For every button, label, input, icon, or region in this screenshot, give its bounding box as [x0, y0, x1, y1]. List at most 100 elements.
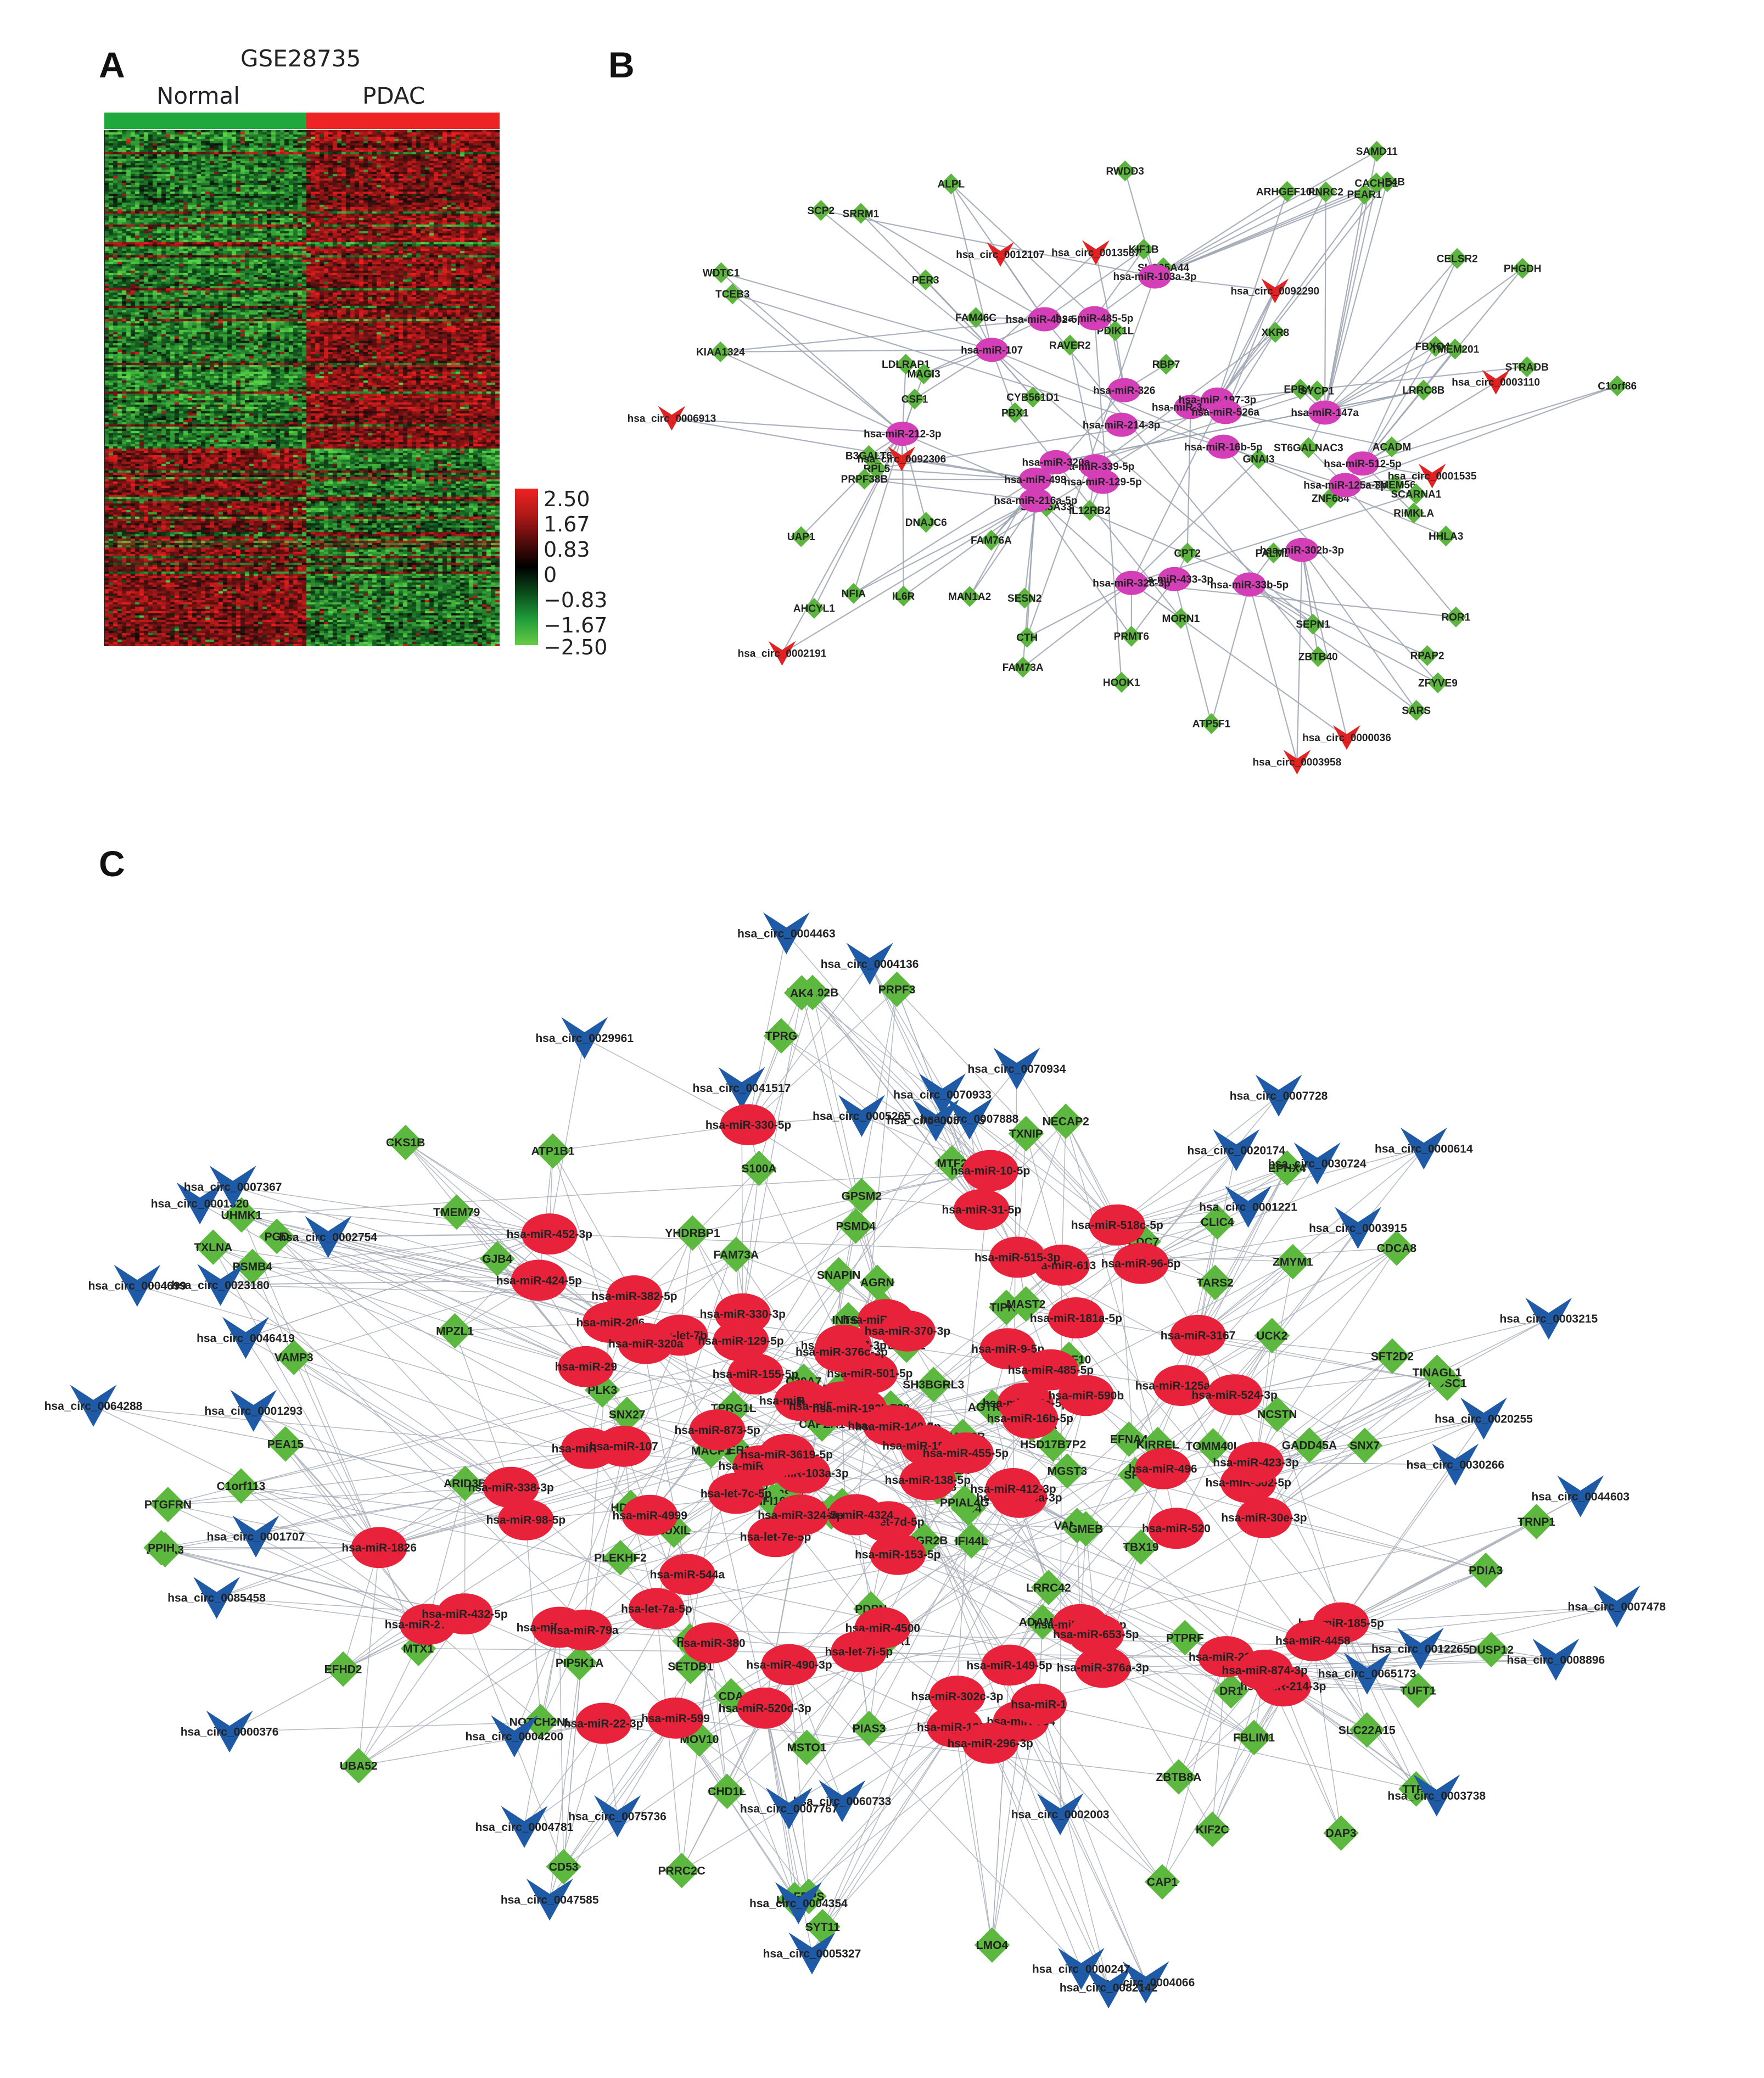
mirna-node-hsa-mir-520d-3p[interactable]: hsa-miR-520d-3p	[719, 1687, 811, 1729]
mirna-node-hsa-mir-320a[interactable]: hsa-miR-320a	[608, 1323, 684, 1364]
gene-node-tceb3[interactable]: TCEB3	[715, 283, 749, 305]
gene-node-efhd2[interactable]: EFHD2	[324, 1651, 362, 1687]
gene-node-ptgfrn[interactable]: PTGFRN	[144, 1487, 192, 1522]
gene-node-nfia[interactable]: NFIA	[842, 582, 866, 604]
mirna-node-hsa-mir-216a-5p[interactable]: hsa-miR-216a-5p	[994, 488, 1077, 513]
circ-node-hsa-circ-0001535[interactable]: hsa_circ_0001535	[1388, 463, 1477, 489]
mirna-node-hsa-mir-125a-3p[interactable]: hsa-miR-125a-3p	[1135, 1365, 1228, 1407]
gene-node-rimkla[interactable]: RIMKLA	[1393, 502, 1434, 524]
mirna-node-hsa-mir-485-5p[interactable]: hsa-miR-485-5p	[1008, 1349, 1094, 1391]
circ-node-hsa-circ-0092306[interactable]: hsa_circ_0092306	[858, 446, 947, 472]
mirna-node-hsa-mir-98-5p[interactable]: hsa-miR-98-5p	[486, 1499, 565, 1541]
gene-node-man1a2[interactable]: MAN1A2	[948, 586, 991, 607]
gene-node-atp1b1[interactable]: ATP1B1	[531, 1133, 575, 1169]
gene-node-gnai3[interactable]: GNAI3	[1243, 448, 1275, 469]
mirna-node-hsa-mir-423-3p[interactable]: hsa-miR-423-3p	[1213, 1442, 1299, 1483]
gene-node-tprg[interactable]: TPRG	[763, 1018, 799, 1054]
circ-node-hsa-circ-0007728[interactable]: hsa_circ_0007728	[1230, 1074, 1328, 1117]
circ-node-hsa-circ-0003958[interactable]: hsa_circ_0003958	[1253, 749, 1342, 775]
gene-node-il6r[interactable]: IL6R	[892, 585, 915, 607]
mirna-node-hsa-mir-512-5p[interactable]: hsa-miR-512-5p	[1324, 451, 1402, 476]
gene-node-raver2[interactable]: RAVER2	[1049, 334, 1091, 356]
mirna-node-hsa-mir-296-3p[interactable]: hsa-miR-296-3p	[947, 1722, 1033, 1764]
mirna-node-hsa-mir-613[interactable]: hsa-miR-613	[1027, 1245, 1096, 1286]
gene-node-dnajc6[interactable]: DNAJC6	[905, 512, 947, 533]
mirna-node-hsa-mir-490-3p[interactable]: hsa-miR-490-3p	[746, 1644, 832, 1685]
mirna-node-hsa-mir-370-3p[interactable]: hsa-miR-370-3p	[865, 1310, 950, 1352]
gene-node-acadm[interactable]: ACADM	[1373, 436, 1412, 457]
gene-node-hook1[interactable]: HOOK1	[1103, 671, 1140, 693]
mirna-node-hsa-mir-31-5p[interactable]: hsa-miR-31-5p	[942, 1189, 1021, 1230]
gene-node-mpzl1[interactable]: MPZL1	[436, 1313, 474, 1349]
gene-node-tmem201[interactable]: TMEM201	[1431, 338, 1480, 360]
mirna-node-hsa-mir-214-3p[interactable]: hsa-miR-214-3p	[1083, 412, 1161, 437]
mirna-node-hsa-mir-432-5p[interactable]: hsa-miR-432-5p	[1006, 307, 1084, 332]
gene-node-ppih[interactable]: PPIH	[143, 1530, 179, 1566]
circ-node-hsa-circ-0004781[interactable]: hsa_circ_0004781	[475, 1806, 574, 1848]
circ-node-hsa-circ-0005327[interactable]: hsa_circ_0005327	[763, 1932, 861, 1975]
gene-node-c1orf86[interactable]: C1orf86	[1598, 375, 1637, 396]
gene-node-pear1[interactable]: PEAR1	[1347, 183, 1382, 205]
circ-node-hsa-circ-0004354[interactable]: hsa_circ_0004354	[749, 1882, 848, 1924]
gene-node-zbtb8a[interactable]: ZBTB8A	[1156, 1759, 1201, 1795]
gene-node-rpap2[interactable]: RPAP2	[1410, 645, 1444, 666]
gene-node-chd1l[interactable]: CHD1L	[708, 1773, 746, 1810]
gene-node-kif1b[interactable]: KIF1B	[1129, 238, 1159, 260]
mirna-node-hsa-mir-498[interactable]: hsa-miR-498	[1004, 467, 1066, 492]
mirna-node-hsa-mir-496[interactable]: hsa-miR-496	[1129, 1448, 1197, 1489]
mirna-node-hsa-mir-302b-3p[interactable]: hsa-miR-302b-3p	[1260, 537, 1344, 562]
circ-node-hsa-circ-0001293[interactable]: hsa_circ_0001293	[204, 1390, 303, 1432]
mirna-node-hsa-mir-376c-3p[interactable]: hsa-miR-376c-3p	[796, 1331, 888, 1373]
mirna-node-hsa-mir-590b[interactable]: hsa-miR-590b	[1048, 1375, 1124, 1416]
gene-node-sesn2[interactable]: SESN2	[1007, 587, 1041, 609]
circ-node-hsa-circ-0044603[interactable]: hsa_circ_0044603	[1531, 1475, 1629, 1517]
mirna-node-hsa-mir-212-3p[interactable]: hsa-miR-212-3p	[864, 422, 942, 446]
gene-node-ror1[interactable]: ROR1	[1441, 606, 1471, 628]
gene-node-slc22a15[interactable]: SLC22A15	[1339, 1712, 1396, 1748]
circ-node-hsa-circ-0004200[interactable]: hsa_circ_0004200	[465, 1715, 563, 1757]
mirna-node-hsa-mir-599[interactable]: hsa-miR-599	[641, 1698, 710, 1739]
gene-node-efna4[interactable]: EFNA4	[1110, 1421, 1148, 1457]
gene-node-uck2[interactable]: UCK2	[1254, 1318, 1290, 1353]
circ-node-hsa-circ-0000614[interactable]: hsa_circ_0000614	[1375, 1127, 1473, 1170]
gene-node-gpsm2[interactable]: GPSM2	[842, 1178, 882, 1214]
gene-node-sft2d2[interactable]: SFT2D2	[1371, 1338, 1414, 1374]
gene-node-stradb[interactable]: STRADB	[1505, 356, 1549, 378]
gene-node-vamp3[interactable]: VAMP3	[275, 1340, 313, 1375]
mirna-node-hsa-mir-326[interactable]: hsa-miR-326	[1093, 378, 1155, 402]
gene-node-scp2[interactable]: SCP2	[807, 200, 835, 221]
gene-node-kif2c[interactable]: KIF2C	[1194, 1811, 1230, 1847]
gene-node-prpf3[interactable]: PRPF3	[878, 971, 916, 1007]
mirna-node-hsa-mir-412-3p[interactable]: hsa-miR-412-3p	[970, 1468, 1056, 1509]
mirna-node-hsa-mir-4999[interactable]: hsa-miR-4999	[612, 1494, 687, 1536]
mirna-node-hsa-mir-147a[interactable]: hsa-miR-147a	[1291, 400, 1359, 425]
mirna-node-hsa-mir-149-5p[interactable]: hsa-miR-149-5p	[966, 1644, 1052, 1686]
circ-node-hsa-circ-0082142[interactable]: hsa_circ_0082142	[1060, 1966, 1158, 2009]
mirna-node-hsa-mir-155-5p[interactable]: hsa-miR-155-5p	[713, 1353, 798, 1395]
mirna-node-hsa-mir-3167[interactable]: hsa-miR-3167	[1161, 1314, 1236, 1356]
gene-node-il12rb2[interactable]: IL12RB2	[1069, 500, 1111, 521]
gene-node-tomm40l[interactable]: TOMM40L	[1186, 1428, 1241, 1464]
mirna-node-hsa-mir-22-3p[interactable]: hsa-miR-22-3p	[564, 1702, 643, 1744]
gene-node-tinagl1[interactable]: TINAGL1	[1413, 1354, 1462, 1390]
gene-node-ak4[interactable]: AK4	[783, 975, 820, 1011]
gene-node-arhgef10l[interactable]: ARHGEF10L	[1256, 181, 1318, 202]
gene-node-cap1[interactable]: CAP1	[1144, 1864, 1180, 1900]
gene-node-txlna[interactable]: TXLNA	[194, 1229, 232, 1265]
mirna-node-hsa-mir-328-3p[interactable]: hsa-miR-328-3p	[1093, 570, 1171, 595]
mirna-node-hsa-mir-9-5p[interactable]: hsa-miR-9-5p	[971, 1328, 1044, 1369]
circ-node-hsa-circ-0030266[interactable]: hsa_circ_0030266	[1406, 1443, 1504, 1486]
mirna-node-hsa-mir-129-5p[interactable]: hsa-miR-129-5p	[698, 1320, 784, 1362]
circ-node-hsa-circ-0004136[interactable]: hsa_circ_0004136	[821, 943, 919, 985]
mirna-node-hsa-mir-339-5p[interactable]: hsa-miR-339-5p	[1057, 454, 1135, 479]
gene-node-ahcyl1[interactable]: AHCYL1	[793, 598, 835, 619]
gene-node-b3galt6[interactable]: B3GALT6	[845, 445, 892, 466]
circ-node-hsa-circ-0060733[interactable]: hsa_circ_0060733	[793, 1780, 892, 1823]
gene-node-srrm1[interactable]: SRRM1	[843, 203, 880, 224]
mirna-node-hsa-mir-382-5p[interactable]: hsa-miR-382-5p	[591, 1275, 677, 1317]
circ-node-hsa-circ-0041517[interactable]: hsa_circ_0041517	[693, 1067, 791, 1110]
mirna-node-hsa-mir-107[interactable]: hsa-miR-107	[961, 338, 1023, 362]
circ-node-hsa-circ-0064288[interactable]: hsa_circ_0064288	[44, 1385, 143, 1427]
gene-node-pias3[interactable]: PIAS3	[851, 1710, 887, 1746]
mirna-node-hsa-mir-455-5p[interactable]: hsa-miR-455-5p	[923, 1432, 1009, 1474]
